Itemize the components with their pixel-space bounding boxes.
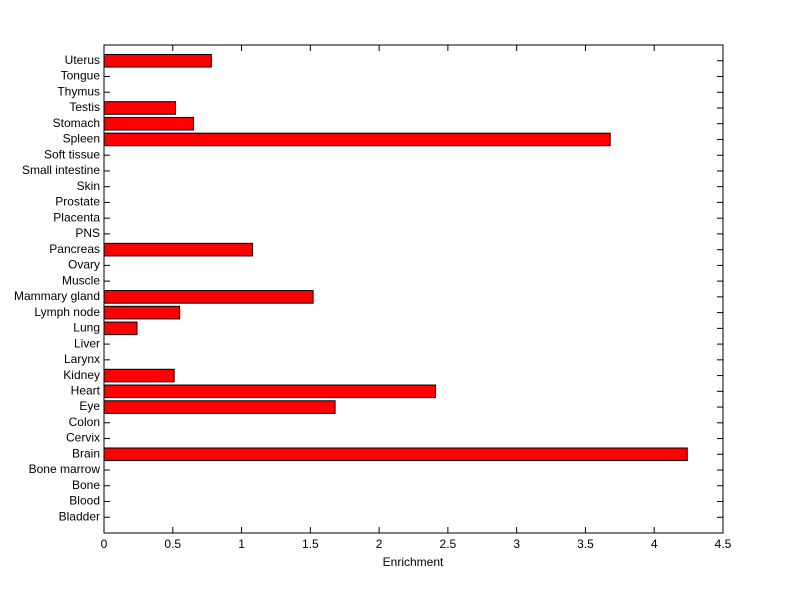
x-tick-label: 2.5 xyxy=(440,537,457,551)
y-tick-label: Bone xyxy=(72,478,100,492)
y-tick-label: Pancreas xyxy=(49,242,100,256)
bar xyxy=(103,305,181,320)
y-tick-label: Blood xyxy=(69,494,100,508)
y-tick-label: Larynx xyxy=(64,352,100,366)
x-tick-label: 0.5 xyxy=(164,537,181,551)
y-tick-label: Skin xyxy=(77,179,100,193)
y-tick-label: Stomach xyxy=(53,116,100,130)
x-axis-label: Enrichment xyxy=(383,555,444,569)
y-tick-label: Ovary xyxy=(68,258,100,272)
y-tick-label: Uterus xyxy=(65,53,100,67)
x-tick-label: 0 xyxy=(101,537,108,551)
y-tick-label: Tongue xyxy=(61,69,101,83)
bar xyxy=(103,321,138,336)
x-tick-label: 3 xyxy=(513,537,520,551)
y-tick-label: Lung xyxy=(73,321,100,335)
y-tick-label: Placenta xyxy=(53,210,100,224)
y-tick-label: PNS xyxy=(75,226,100,240)
y-tick-label: Testis xyxy=(69,100,100,114)
x-tick-label: 1.5 xyxy=(302,537,319,551)
bar xyxy=(103,447,688,462)
bar xyxy=(103,400,336,414)
x-tick-label: 4 xyxy=(651,537,658,551)
bar xyxy=(103,53,212,68)
y-tick-label: Colon xyxy=(69,415,100,429)
y-tick-label: Thymus xyxy=(57,84,100,98)
x-tick-label: 3.5 xyxy=(577,537,594,551)
y-tick-label: Eye xyxy=(79,399,100,413)
y-tick-label: Cervix xyxy=(66,431,100,445)
bar xyxy=(103,290,314,304)
bar xyxy=(103,116,194,131)
plot-frame xyxy=(103,44,724,534)
y-tick-label: Lymph node xyxy=(34,305,100,319)
y-tick-label: Brain xyxy=(72,446,100,460)
y-tick-label: Spleen xyxy=(63,132,100,146)
bar xyxy=(103,242,254,257)
y-tick-label: Mammary gland xyxy=(14,289,100,303)
y-tick-label: Soft tissue xyxy=(44,147,100,161)
x-tick-label: 1 xyxy=(238,537,245,551)
x-tick-label: 2 xyxy=(376,537,383,551)
bar xyxy=(103,101,177,115)
y-tick-label: Heart xyxy=(71,383,101,397)
y-tick-label: Muscle xyxy=(62,273,100,287)
bar xyxy=(103,132,611,147)
y-tick-label: Kidney xyxy=(63,368,100,382)
y-tick-label: Prostate xyxy=(55,195,100,209)
y-tick-label: Small intestine xyxy=(22,163,100,177)
y-tick-label: Liver xyxy=(74,336,100,350)
y-tick-label: Bone marrow xyxy=(29,462,101,476)
bar xyxy=(103,368,175,383)
y-tick-label: Bladder xyxy=(59,509,100,523)
x-tick-label: 4.5 xyxy=(715,537,732,551)
bar xyxy=(103,384,437,399)
